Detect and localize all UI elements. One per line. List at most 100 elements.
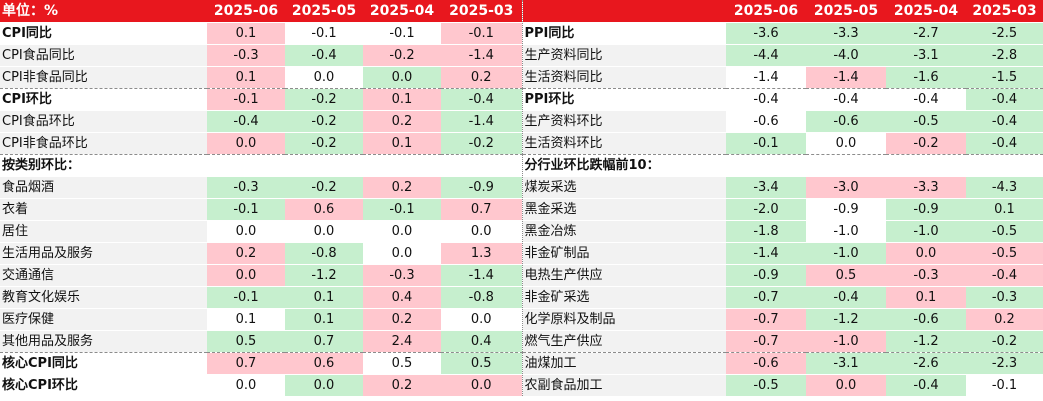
table-row: 衣着 -0.1 0.6 -0.1 0.7 黑金采选 -2.0 -0.9 -0.9… <box>0 198 1043 221</box>
row-label: PPI环比 <box>521 88 726 111</box>
value-cell: -2.8 <box>966 44 1043 67</box>
value-cell: -0.1 <box>441 22 522 45</box>
value-cell: -1.4 <box>726 242 806 265</box>
value-cell: -0.1 <box>207 88 285 111</box>
value-cell: -0.2 <box>886 132 966 155</box>
value-cell: -1.2 <box>285 264 363 287</box>
value-cell: -2.6 <box>886 352 966 375</box>
value-cell: -0.4 <box>285 44 363 67</box>
value-cell: 0.0 <box>207 374 285 397</box>
value-cell: -0.1 <box>363 22 441 45</box>
month-header: 2025-05 <box>285 0 363 23</box>
value-cell: -0.5 <box>886 110 966 133</box>
row-label: 居住 <box>0 220 207 243</box>
row-label: CPI食品环比 <box>0 110 207 133</box>
value-cell: -0.1 <box>363 198 441 221</box>
row-label: 医疗保健 <box>0 308 207 331</box>
value-cell: 0.0 <box>285 220 363 243</box>
value-cell: -3.6 <box>726 22 806 45</box>
value-cell: -0.5 <box>966 242 1043 265</box>
row-label: 生活资料环比 <box>521 132 726 155</box>
value-cell: -1.4 <box>441 44 522 67</box>
value-cell: 0.0 <box>207 132 285 155</box>
row-label: 非金矿采选 <box>521 286 726 309</box>
value-cell: 0.5 <box>806 264 886 287</box>
value-cell: -0.9 <box>886 198 966 221</box>
value-cell: 0.1 <box>363 88 441 111</box>
value-cell: -0.1 <box>285 22 363 45</box>
value-cell: 0.2 <box>363 176 441 199</box>
table-row: CPI食品同比 -0.3 -0.4 -0.2 -1.4 生产资料同比 -4.4 … <box>0 44 1043 67</box>
row-label: CPI非食品环比 <box>0 132 207 155</box>
value-cell: 0.0 <box>207 220 285 243</box>
value-cell: -0.4 <box>806 286 886 309</box>
value-cell: 0.0 <box>806 374 886 397</box>
value-cell: -1.5 <box>966 66 1043 89</box>
value-cell: -1.4 <box>441 110 522 133</box>
value-cell: -0.2 <box>441 132 522 155</box>
row-label: 电热生产供应 <box>521 264 726 287</box>
value-cell: -2.0 <box>726 198 806 221</box>
month-header: 2025-03 <box>441 0 522 23</box>
value-cell: -0.1 <box>207 286 285 309</box>
row-label: 核心CPI同比 <box>0 352 207 375</box>
value-cell: -3.3 <box>886 176 966 199</box>
row-label: 交通通信 <box>0 264 207 287</box>
value-cell: 0.0 <box>806 132 886 155</box>
row-label: 燃气生产供应 <box>521 330 726 353</box>
value-cell: 0.0 <box>285 374 363 397</box>
row-label: 油煤加工 <box>521 352 726 375</box>
value-cell: -0.1 <box>207 198 285 221</box>
value-cell: 0.2 <box>207 242 285 265</box>
row-label: 煤炭采选 <box>521 176 726 199</box>
header-row: 单位：% 2025-06 2025-05 2025-04 2025-03 202… <box>0 0 1043 23</box>
value-cell: -1.0 <box>806 242 886 265</box>
value-cell: 0.0 <box>363 242 441 265</box>
month-header: 2025-06 <box>207 0 285 23</box>
section-title: 按类别环比： <box>0 154 207 177</box>
value-cell: -0.2 <box>363 44 441 67</box>
value-cell: -3.0 <box>806 176 886 199</box>
value-cell: 0.0 <box>886 242 966 265</box>
value-cell: -0.3 <box>966 286 1043 309</box>
value-cell: -0.6 <box>726 352 806 375</box>
row-label: 其他用品及服务 <box>0 330 207 353</box>
row-label: CPI环比 <box>0 88 207 111</box>
value-cell: -0.3 <box>886 264 966 287</box>
value-cell: -1.0 <box>806 330 886 353</box>
value-cell: -0.4 <box>441 88 522 111</box>
value-cell: -3.3 <box>806 22 886 45</box>
value-cell: 0.0 <box>285 66 363 89</box>
value-cell: -0.2 <box>285 176 363 199</box>
row-label: 黑金冶炼 <box>521 220 726 243</box>
value-cell: 0.7 <box>285 330 363 353</box>
row-label: 食品烟酒 <box>0 176 207 199</box>
table-row: CPI非食品同比 0.1 0.0 0.0 0.2 生活资料同比 -1.4 -1.… <box>0 66 1043 89</box>
row-label: CPI非食品同比 <box>0 66 207 89</box>
value-cell: 0.7 <box>207 352 285 375</box>
value-cell: 0.1 <box>207 308 285 331</box>
row-label: 衣着 <box>0 198 207 221</box>
value-cell: -2.7 <box>886 22 966 45</box>
value-cell: -0.7 <box>726 330 806 353</box>
value-cell: -1.4 <box>726 66 806 89</box>
value-cell: -0.2 <box>285 132 363 155</box>
table-row: CPI同比 0.1 -0.1 -0.1 -0.1 PPI同比 -3.6 -3.3… <box>0 22 1043 45</box>
table-row: 医疗保健 0.1 0.1 0.2 0.0 化学原料及制品 -0.7 -1.2 -… <box>0 308 1043 331</box>
value-cell <box>441 154 522 177</box>
value-cell: -4.0 <box>806 44 886 67</box>
value-cell: -0.2 <box>285 110 363 133</box>
table-row: 教育文化娱乐 -0.1 0.1 0.4 -0.8 非金矿采选 -0.7 -0.4… <box>0 286 1043 309</box>
value-cell: 2.4 <box>363 330 441 353</box>
value-cell: 0.7 <box>441 198 522 221</box>
row-label: 生活用品及服务 <box>0 242 207 265</box>
value-cell: 0.2 <box>363 308 441 331</box>
value-cell: -3.4 <box>726 176 806 199</box>
value-cell: -1.2 <box>806 308 886 331</box>
value-cell: -0.4 <box>966 88 1043 111</box>
value-cell: -0.4 <box>726 88 806 111</box>
value-cell: -0.7 <box>726 286 806 309</box>
value-cell: 0.1 <box>207 66 285 89</box>
value-cell: -1.0 <box>886 220 966 243</box>
table-row: 食品烟酒 -0.3 -0.2 0.2 -0.9 煤炭采选 -3.4 -3.0 -… <box>0 176 1043 199</box>
